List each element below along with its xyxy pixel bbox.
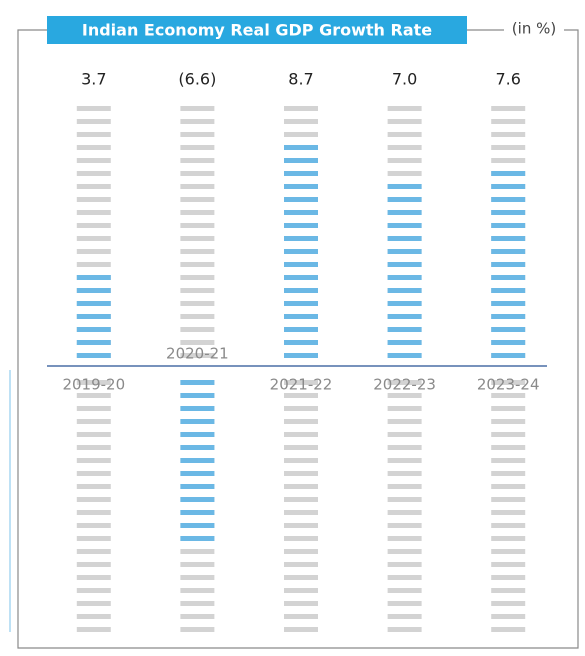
bar-track bbox=[284, 374, 318, 634]
bar bbox=[284, 139, 318, 366]
x-tick-label: 2022-23 bbox=[373, 376, 436, 394]
bar-track bbox=[491, 374, 526, 634]
value-label: 7.6 bbox=[495, 70, 520, 89]
bar bbox=[387, 184, 422, 366]
bar bbox=[180, 374, 215, 546]
chart-subtitle: (in %) bbox=[512, 20, 556, 38]
x-tick-label: 2021-22 bbox=[270, 376, 333, 394]
bar-track bbox=[387, 374, 422, 634]
chart-title: Indian Economy Real GDP Growth Rate bbox=[82, 21, 432, 40]
value-label: 8.7 bbox=[288, 70, 313, 89]
bar-track bbox=[180, 106, 215, 366]
x-tick-label: 2020-21 bbox=[166, 345, 229, 363]
value-label: 3.7 bbox=[81, 70, 106, 89]
bar-track bbox=[76, 374, 111, 634]
bar bbox=[491, 168, 526, 366]
x-tick-label: 2019-20 bbox=[62, 376, 125, 394]
bar bbox=[76, 269, 111, 366]
value-label: (6.6) bbox=[178, 70, 216, 89]
title-badge bbox=[47, 16, 467, 44]
x-tick-label: 2023-24 bbox=[477, 376, 540, 394]
frame bbox=[17, 29, 579, 649]
value-label: 7.0 bbox=[392, 70, 417, 89]
